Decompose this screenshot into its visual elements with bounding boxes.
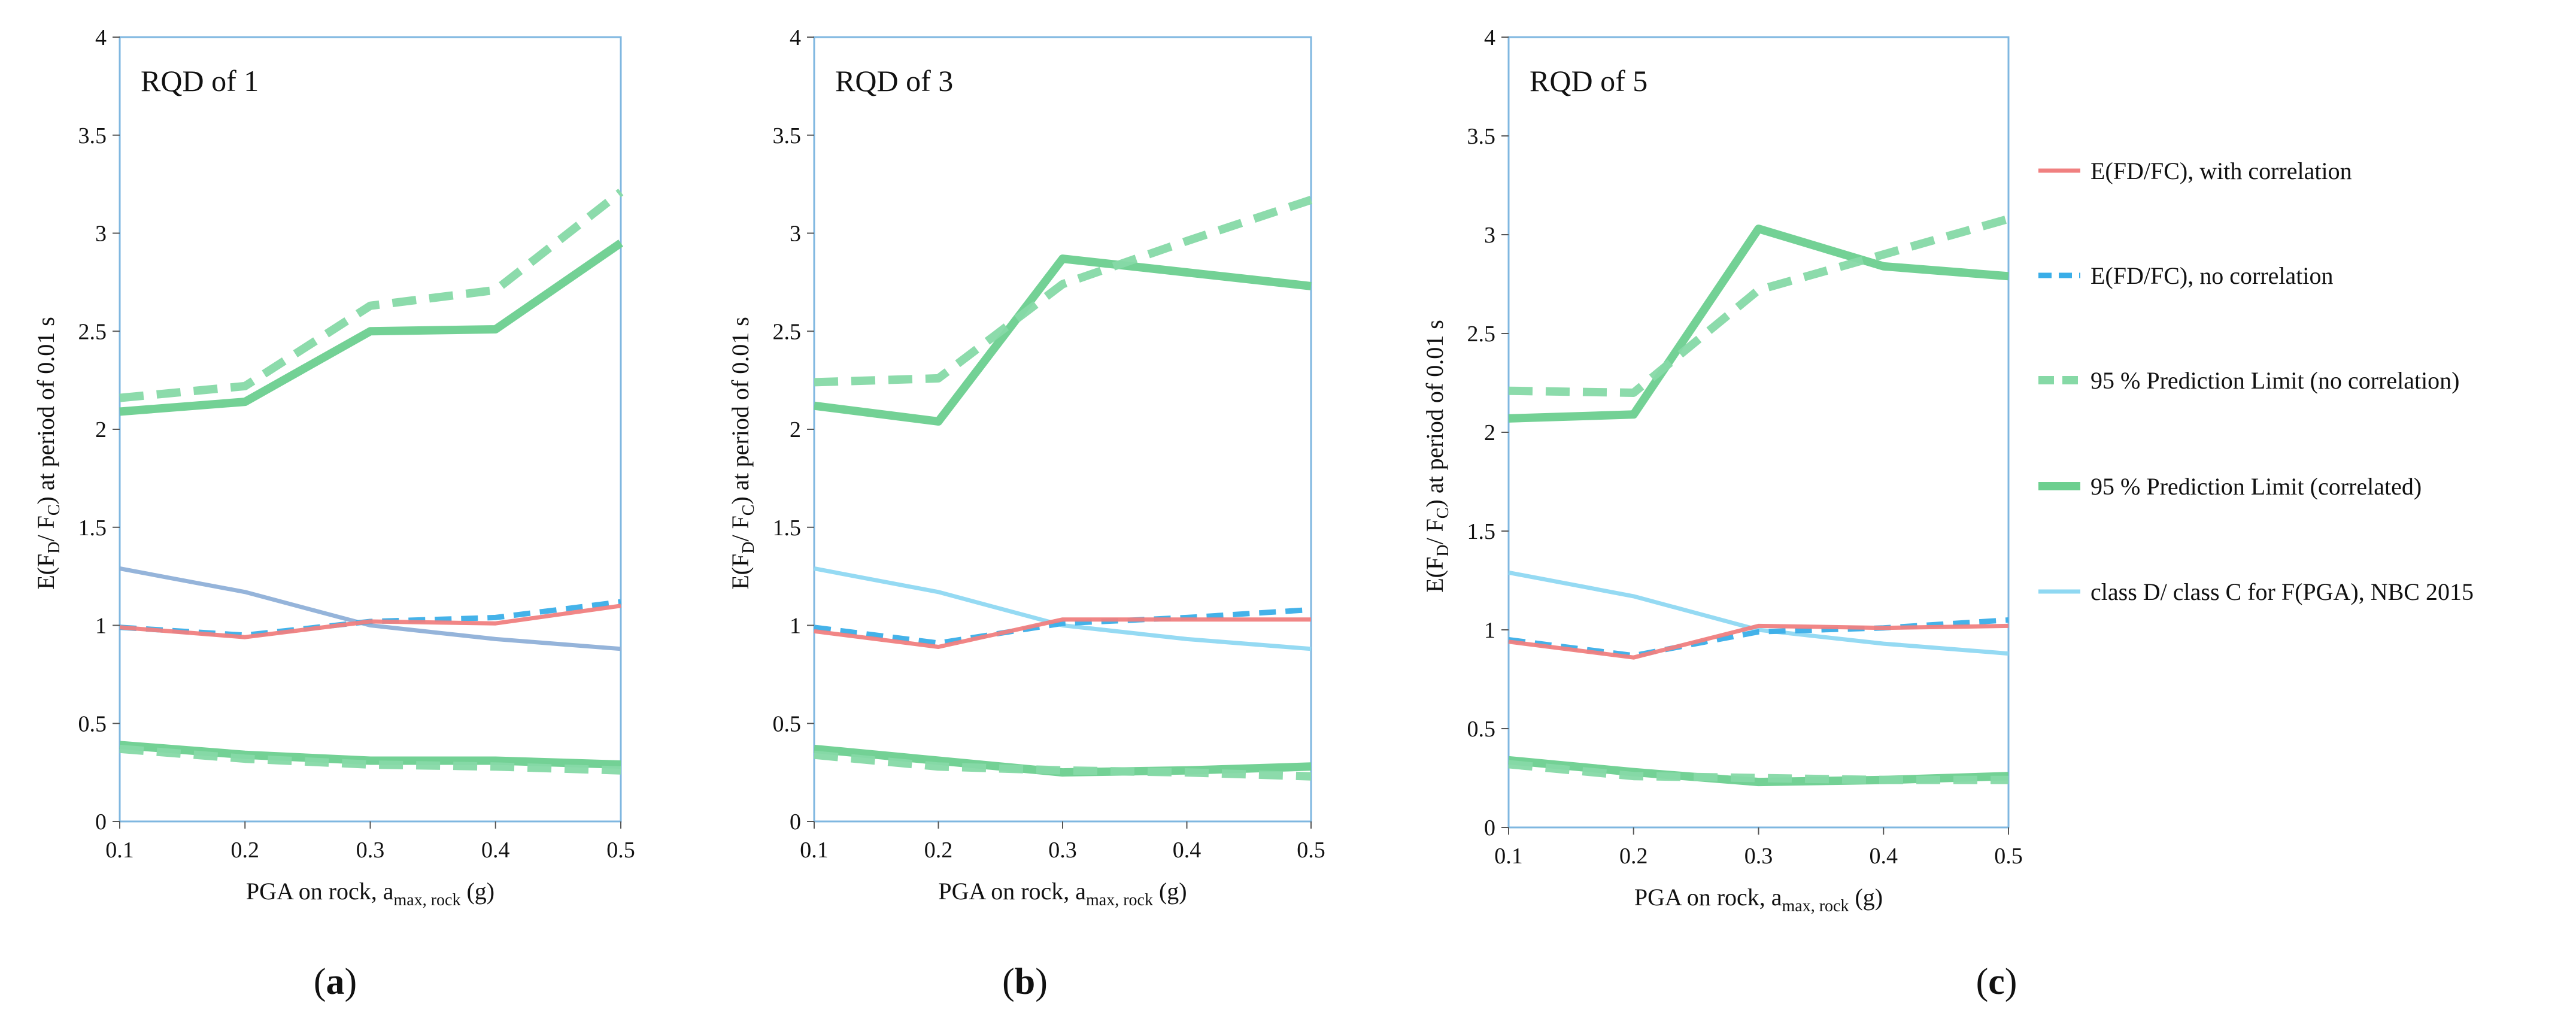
y-tick-label: 4 bbox=[790, 25, 801, 50]
y-tick-label: 0.5 bbox=[773, 711, 802, 736]
y-tick-label: 3.5 bbox=[773, 123, 802, 148]
x-tick-label: 0.1 bbox=[800, 838, 829, 863]
y-tick-label: 4 bbox=[1484, 25, 1495, 50]
y-tick-label: 1 bbox=[1484, 618, 1495, 643]
panel-title: RQD of 3 bbox=[835, 64, 953, 98]
legend-label: E(FD/FC), no correlation bbox=[2090, 262, 2334, 289]
x-axis-label: PGA on rock, amax, rock (g) bbox=[1634, 884, 1883, 915]
legend-item-5[interactable]: class D/ class C for F(PGA), NBC 2015 bbox=[2038, 578, 2474, 605]
series-line-4 bbox=[119, 239, 623, 416]
x-tick-label: 0.2 bbox=[924, 838, 953, 863]
x-tick-label: 0.5 bbox=[606, 838, 635, 863]
x-tick-label: 0.4 bbox=[1870, 844, 1898, 869]
series-line-6 bbox=[119, 744, 621, 775]
y-tick-label: 1 bbox=[95, 614, 107, 639]
panel-letter: (c) bbox=[1976, 962, 2017, 1002]
series-line-5 bbox=[1508, 570, 2009, 656]
series-line-5 bbox=[119, 566, 621, 651]
y-tick-label: 1 bbox=[790, 614, 801, 639]
chart-panel-2: 0 0.5 1 1.5 2 2.5 3 3.5 4 0.1 0.2 0.3 0.4 0.5 RQD of 3… bbox=[727, 25, 1325, 1002]
y-tick-label: 0 bbox=[95, 809, 107, 835]
series-line-4 bbox=[814, 254, 1312, 426]
plot-area bbox=[119, 36, 622, 823]
series-line-1 bbox=[119, 604, 621, 639]
series-line-7 bbox=[814, 744, 1312, 777]
panel-title: RQD of 5 bbox=[1530, 64, 1647, 98]
x-tick-label: 0.4 bbox=[1173, 838, 1201, 863]
y-tick-label: 3.5 bbox=[1467, 124, 1496, 149]
y-tick-label: 3 bbox=[1484, 223, 1495, 248]
plot-area bbox=[1507, 36, 2010, 829]
legend-item-4[interactable]: 95 % Prediction Limit (correlated) bbox=[2038, 473, 2422, 500]
panel-letter: (b) bbox=[1002, 962, 1048, 1002]
series-line-3 bbox=[119, 189, 624, 402]
y-tick-label: 0 bbox=[1484, 815, 1495, 841]
series-line-3 bbox=[1508, 214, 2010, 397]
y-axis-label: E(FD/ FC) at period of 0.01 s bbox=[727, 317, 758, 590]
series-line-2 bbox=[814, 606, 1312, 646]
y-tick-label: 1.5 bbox=[1467, 519, 1496, 544]
x-tick-label: 0.3 bbox=[1744, 844, 1773, 869]
x-tick-label: 0.1 bbox=[1494, 844, 1523, 869]
legend-label: 95 % Prediction Limit (correlated) bbox=[2090, 473, 2422, 500]
y-tick-label: 0.5 bbox=[78, 711, 107, 736]
y-axis-label: E(FD/ FC) at period of 0.01 s bbox=[32, 317, 63, 590]
y-tick-label: 1.5 bbox=[773, 515, 802, 541]
series-line-2 bbox=[119, 599, 621, 638]
y-tick-label: 2.5 bbox=[1467, 322, 1496, 347]
y-tick-label: 2 bbox=[1484, 420, 1495, 445]
x-tick-label: 0.2 bbox=[1619, 844, 1648, 869]
y-tick-label: 4 bbox=[95, 25, 107, 50]
panel-letter: (a) bbox=[314, 962, 357, 1002]
series-line-4 bbox=[1508, 225, 2009, 423]
chart-panel-3: 0 0.5 1 1.5 2 2.5 3 3.5 4 0.1 0.2 0.3 0.4 0.5 RQD of 5… bbox=[1421, 25, 2023, 1002]
y-tick-label: 2.5 bbox=[773, 319, 802, 344]
series-line-1 bbox=[814, 617, 1311, 649]
y-tick-label: 2.5 bbox=[78, 319, 107, 344]
series-line-6 bbox=[1508, 760, 2008, 784]
y-tick-label: 0.5 bbox=[1467, 717, 1496, 742]
x-tick-label: 0.3 bbox=[356, 838, 385, 863]
series-line-6 bbox=[814, 750, 1312, 781]
y-tick-label: 1.5 bbox=[78, 515, 107, 541]
series-line-1 bbox=[1508, 623, 2009, 660]
x-tick-label: 0.5 bbox=[1994, 844, 2023, 869]
y-tick-label: 2 bbox=[95, 417, 107, 442]
series-line-5 bbox=[814, 566, 1312, 651]
y-tick-label: 0 bbox=[790, 809, 801, 835]
legend-item-2[interactable]: E(FD/FC), no correlation bbox=[2038, 262, 2334, 289]
panel-title: RQD of 1 bbox=[141, 64, 259, 98]
x-axis-label: PGA on rock, amax, rock (g) bbox=[938, 878, 1187, 909]
y-tick-label: 3.5 bbox=[78, 123, 107, 148]
legend-label: 95 % Prediction Limit (no correlation) bbox=[2090, 367, 2460, 394]
chart-panel-1: 0 0.5 1 1.5 2 2.5 3 3.5 4 0.1 0.2 0.3 0.4 0.5 RQD of 1… bbox=[32, 25, 635, 1002]
legend-label: class D/ class C for F(PGA), NBC 2015 bbox=[2090, 578, 2474, 605]
x-tick-label: 0.4 bbox=[481, 838, 510, 863]
plot-area bbox=[813, 36, 1312, 823]
series-line-3 bbox=[814, 196, 1313, 387]
x-axis-label: PGA on rock, amax, rock (g) bbox=[246, 878, 494, 909]
x-tick-label: 0.3 bbox=[1048, 838, 1077, 863]
y-tick-label: 3 bbox=[790, 222, 801, 247]
legend-item-3[interactable]: 95 % Prediction Limit (no correlation) bbox=[2038, 367, 2460, 394]
y-axis-label: E(FD/ FC) at period of 0.01 s bbox=[1421, 320, 1452, 593]
y-tick-label: 2 bbox=[790, 417, 801, 442]
x-tick-label: 0.2 bbox=[231, 838, 260, 863]
x-tick-label: 0.1 bbox=[105, 838, 134, 863]
legend-label: E(FD/FC), with correlation bbox=[2090, 157, 2352, 184]
x-tick-label: 0.5 bbox=[1297, 838, 1325, 863]
y-tick-label: 3 bbox=[95, 222, 107, 247]
legend-item-1[interactable]: E(FD/FC), with correlation bbox=[2038, 157, 2352, 184]
legend: E(FD/FC), with correlation E(FD/FC), no c… bbox=[2038, 157, 2474, 605]
